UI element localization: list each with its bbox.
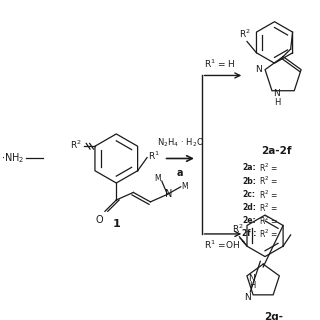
Text: R$^2$: R$^2$ (70, 138, 82, 150)
Text: 2d:: 2d: (242, 203, 256, 212)
Text: $\cdot$NH$_2$: $\cdot$NH$_2$ (1, 152, 24, 165)
Text: 2c:: 2c: (242, 190, 255, 199)
Text: N: N (255, 65, 262, 74)
Text: a: a (177, 168, 183, 178)
Text: 2b:: 2b: (242, 177, 256, 186)
Text: M: M (154, 174, 161, 183)
Text: R$^2$ =: R$^2$ = (258, 175, 279, 187)
Text: 2g-: 2g- (264, 312, 283, 320)
Text: H: H (249, 281, 255, 290)
Text: N: N (248, 274, 255, 283)
Text: N: N (165, 189, 172, 199)
Text: H: H (274, 99, 280, 108)
Text: R$^1$ = H: R$^1$ = H (204, 57, 236, 70)
Text: 2e:: 2e: (242, 216, 256, 225)
Text: M: M (182, 182, 188, 191)
Text: R$^2$ =: R$^2$ = (258, 162, 279, 174)
Text: R$^2$ =: R$^2$ = (258, 228, 279, 240)
Text: 2f :: 2f : (242, 229, 257, 238)
Text: R$^1$: R$^1$ (148, 149, 160, 162)
Text: N$_2$H$_4$ · H$_2$O: N$_2$H$_4$ · H$_2$O (157, 137, 204, 149)
Text: 1: 1 (112, 219, 120, 229)
Text: R$^2$ =: R$^2$ = (258, 188, 279, 201)
Text: O: O (95, 215, 103, 225)
Text: R$^2$ =: R$^2$ = (258, 214, 279, 227)
Text: N: N (273, 89, 280, 98)
Text: 2a-2f: 2a-2f (261, 146, 292, 156)
Text: R$^2$: R$^2$ (232, 222, 244, 235)
Text: 2a:: 2a: (242, 164, 256, 172)
Text: R$^1$ =OH: R$^1$ =OH (204, 239, 240, 251)
Text: R$^2$ =: R$^2$ = (258, 201, 279, 214)
Text: N: N (244, 293, 251, 302)
Text: R$^2$: R$^2$ (239, 27, 251, 40)
